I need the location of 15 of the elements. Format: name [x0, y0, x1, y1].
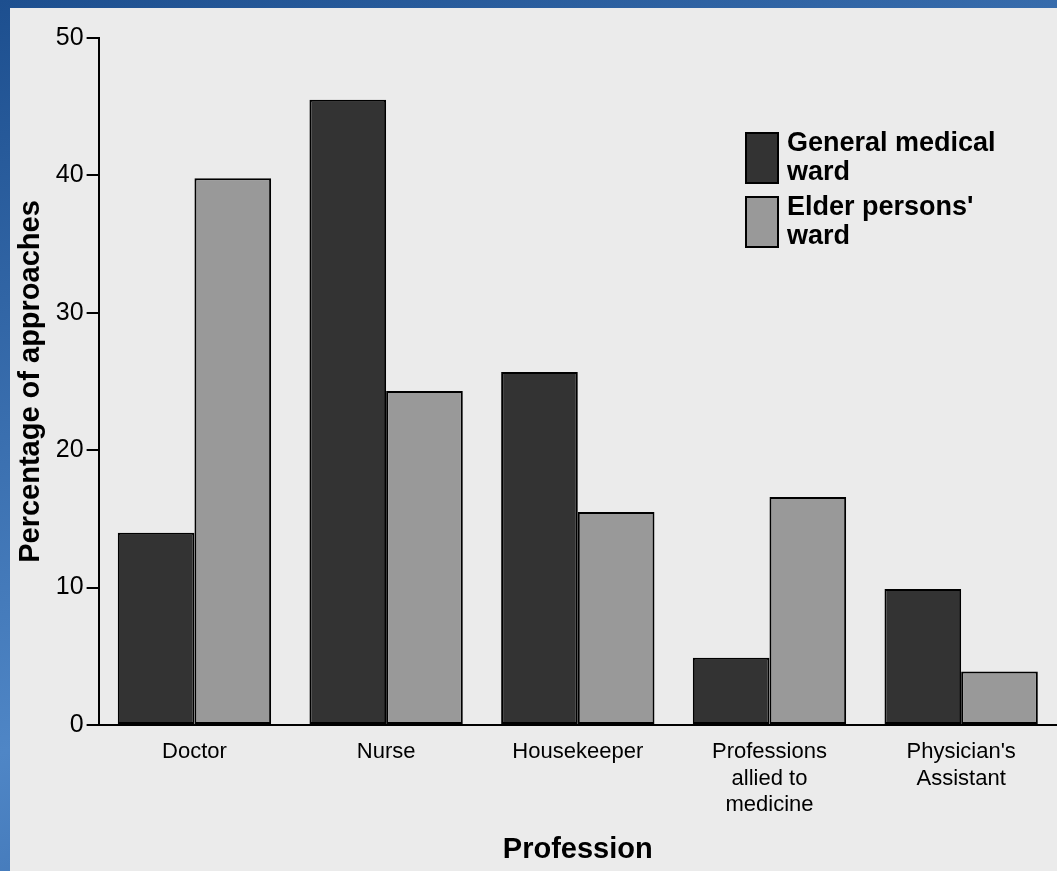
x-tick-label: Nurse: [356, 738, 416, 764]
y-tick-label: 0: [69, 708, 84, 737]
x-tick-label: Professions allied to medicine: [712, 738, 827, 817]
y-tick-label: 20: [55, 434, 84, 463]
y-tick-label: 10: [55, 571, 84, 600]
y-axis-title: Percentage of approaches: [13, 200, 46, 563]
x-tick-label: Doctor: [162, 738, 227, 764]
y-tick-label: 30: [55, 296, 84, 325]
y-tick-label: 50: [55, 21, 84, 50]
y-tick-label: 40: [55, 159, 84, 188]
legend-label: Elder persons' ward: [787, 191, 975, 250]
x-tick-label: Physician's Assistant: [906, 738, 1016, 790]
x-tick-label: Housekeeper: [512, 738, 644, 764]
legend-label: General medical ward: [787, 127, 997, 186]
x-axis-title: Profession: [502, 831, 653, 864]
